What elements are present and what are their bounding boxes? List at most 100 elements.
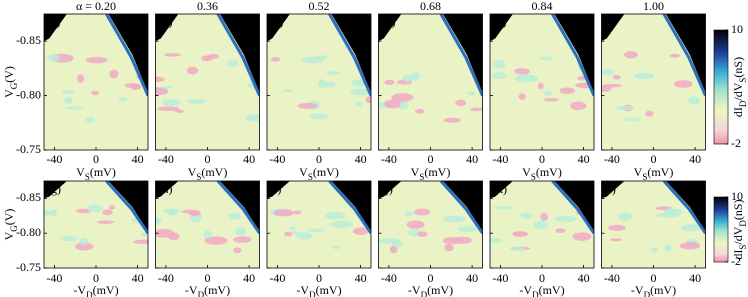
- edge-band: [551, 181, 594, 235]
- texture: [404, 211, 414, 217]
- dark-region: [601, 181, 625, 199]
- x-tick-label: 0: [93, 152, 99, 166]
- x-tick-label: -40: [492, 271, 508, 285]
- axis-label: -VD(mV): [185, 283, 230, 297]
- label-part: (nS): [731, 199, 745, 220]
- texture: [270, 57, 281, 62]
- texture: [124, 83, 139, 88]
- colorbar: [713, 29, 729, 145]
- subscript: G: [9, 225, 19, 232]
- texture: [155, 87, 169, 96]
- texture: [297, 102, 318, 109]
- texture: [281, 89, 294, 93]
- texture: [615, 105, 635, 110]
- texture: [443, 215, 466, 223]
- texture: [87, 204, 104, 212]
- label-part: (mV): [204, 283, 230, 297]
- subscript: D: [86, 290, 93, 297]
- panel-label: (b): [159, 15, 173, 29]
- texture: [389, 245, 398, 254]
- panel-label: (f): [605, 15, 617, 29]
- panel-label: (c): [270, 15, 283, 29]
- texture: [384, 79, 395, 86]
- texture: [402, 74, 413, 82]
- texture: [60, 235, 78, 242]
- texture: [443, 117, 461, 123]
- texture: [323, 81, 336, 88]
- label-part: V: [188, 165, 197, 179]
- texture: [353, 227, 369, 235]
- texture: [74, 242, 94, 251]
- subscript: D: [738, 100, 748, 107]
- texture: [666, 207, 674, 214]
- dark-region: [267, 181, 290, 199]
- label-part: (mV): [536, 165, 562, 179]
- label-part: /dV: [731, 82, 745, 100]
- colorbar-tick-label: -2: [731, 254, 741, 268]
- texture: [163, 208, 181, 214]
- texture: [157, 106, 180, 112]
- axis-label: -VD(mV): [519, 283, 564, 297]
- texture: [537, 82, 544, 90]
- texture: [109, 69, 119, 79]
- texture: [645, 110, 654, 117]
- axis-label: -VD(mV): [631, 283, 676, 297]
- label-part: -V: [408, 283, 421, 297]
- texture: [467, 91, 476, 96]
- texture: [492, 206, 514, 210]
- x-tick-label: 40: [689, 152, 701, 166]
- texture: [85, 56, 108, 64]
- x-tick-label: -40: [381, 152, 397, 166]
- label-part: (mV): [647, 165, 673, 179]
- label-part: (mV): [316, 283, 342, 297]
- y-tick-label: -0.80: [16, 87, 41, 101]
- subscript: D: [309, 290, 316, 297]
- axis-label: -VD(mV): [296, 283, 341, 297]
- texture: [181, 209, 201, 214]
- texture: [492, 72, 507, 80]
- x-tick-label: 40: [355, 271, 367, 285]
- subscript: D: [738, 220, 748, 227]
- texture: [543, 90, 552, 97]
- dark-region: [219, 14, 260, 93]
- heatmap: [267, 14, 371, 150]
- label-part: (mV): [93, 283, 119, 297]
- x-tick-label: 40: [578, 271, 590, 285]
- texture: [204, 236, 228, 245]
- x-tick-label: 0: [205, 152, 211, 166]
- dark-region: [665, 14, 706, 93]
- x-tick-label: -40: [381, 271, 397, 285]
- texture: [64, 97, 73, 104]
- heatmap: [601, 14, 706, 150]
- texture: [350, 88, 371, 96]
- texture: [133, 239, 148, 245]
- edge-band: [216, 181, 260, 235]
- x-tick-label: 40: [578, 152, 590, 166]
- texture: [155, 216, 162, 225]
- panel-label: (e): [493, 15, 506, 29]
- heatmap: [155, 181, 260, 268]
- dark-region: [601, 14, 625, 42]
- texture: [406, 220, 425, 229]
- dark-region: [331, 14, 371, 93]
- x-tick-label: -40: [492, 152, 508, 166]
- x-tick-label: 0: [428, 271, 434, 285]
- axis-label: dID/dVS(nS): [731, 57, 748, 117]
- texture: [540, 212, 549, 221]
- texture: [553, 216, 578, 222]
- subscript: D: [421, 290, 428, 297]
- axis-label: VS(mV): [76, 165, 116, 182]
- axis-label: VS(mV): [188, 165, 228, 182]
- texture: [325, 211, 346, 220]
- texture: [651, 247, 658, 253]
- texture: [512, 232, 521, 236]
- dark-region: [442, 14, 483, 93]
- subscript: D: [532, 290, 539, 297]
- x-tick-label: -40: [604, 271, 620, 285]
- texture: [570, 101, 587, 111]
- texture: [292, 230, 299, 235]
- label-part: -V: [519, 283, 532, 297]
- texture: [612, 74, 621, 80]
- dark-region: [219, 181, 260, 232]
